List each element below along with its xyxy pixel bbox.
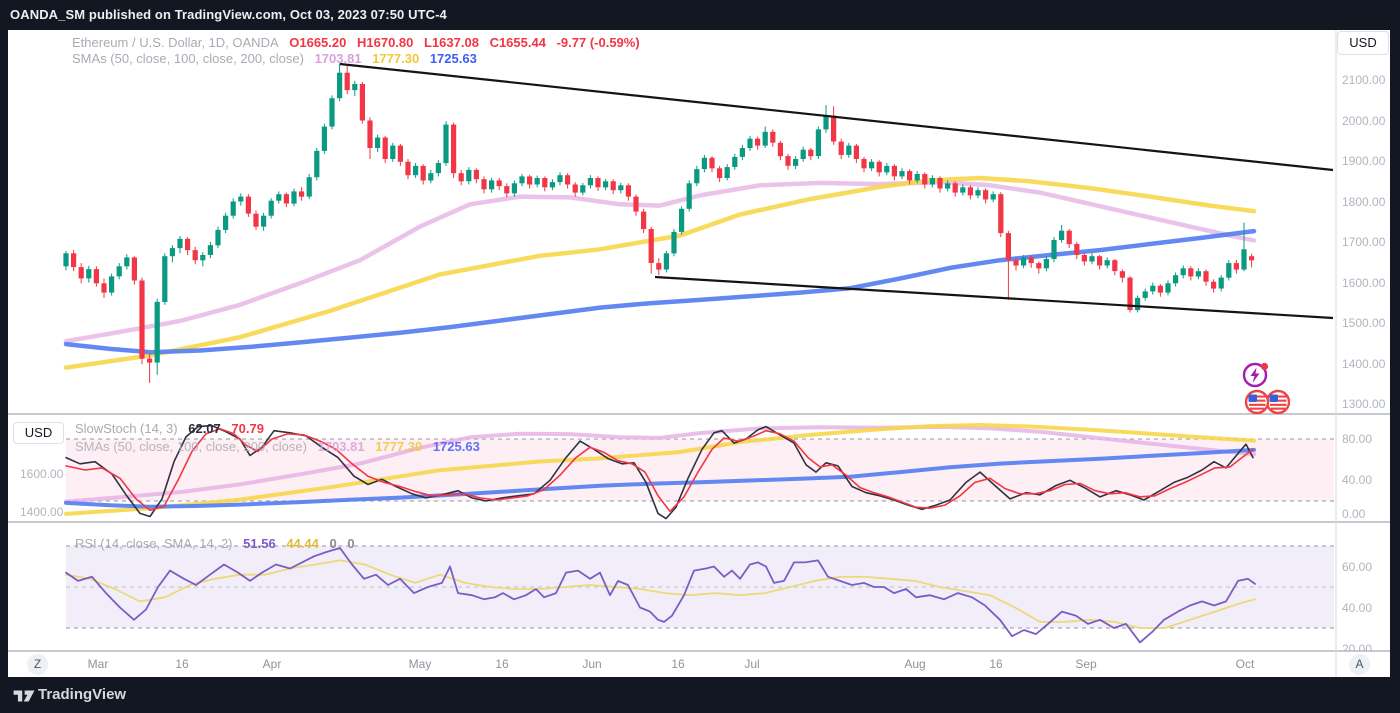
- sma100-value: 1777.30: [372, 51, 420, 66]
- ohlc-open: O1665.20: [289, 35, 347, 50]
- stoch-axis-label: 0.00: [1342, 507, 1366, 521]
- us-flag-coin-icon-right: [1265, 389, 1291, 415]
- rsi-value: 51.56: [243, 536, 276, 551]
- time-axis-label: 16: [175, 657, 189, 671]
- us-flag-coin-icon-left: [1244, 389, 1270, 415]
- stoch-left-axis-label: 1600.00: [20, 467, 64, 481]
- rsi-extra-value-2: 0: [347, 536, 355, 551]
- footer: TradingView: [0, 677, 1400, 713]
- time-axis-label: Aug: [904, 657, 926, 671]
- time-axis-label: Oct: [1235, 657, 1255, 671]
- rsi-axis[interactable]: 60.00 40.00 20.00: [1337, 524, 1395, 652]
- currency-button-main[interactable]: USD: [1337, 31, 1389, 55]
- time-axis-label: Apr: [262, 657, 282, 671]
- stoch-legend: SlowStoch (14, 3) 62.07 70.79: [75, 421, 271, 436]
- ohlc-change: -9.77 (-0.59%): [556, 35, 640, 50]
- slow-stoch-series: [65, 424, 1254, 520]
- rsi-axis-label: 60.00: [1342, 559, 1373, 574]
- stoch-left-axis-label: 1400.00: [20, 505, 64, 519]
- stoch-sma-legend-label: SMAs (50, close, 100, close, 200, close): [75, 439, 307, 454]
- auto-scale-button[interactable]: A: [1349, 654, 1370, 675]
- time-axis-label: Jun: [582, 657, 602, 671]
- price-axis-label: 1800.00: [1342, 194, 1386, 209]
- rsi-series: [65, 547, 1256, 644]
- lightning-reaction-icon: [1242, 362, 1269, 388]
- stoch-axis[interactable]: 80.00 40.00 0.00: [1337, 415, 1395, 521]
- stoch-k-value: 62.07: [188, 421, 221, 436]
- symbol-title: Ethereum / U.S. Dollar, 1D, OANDA: [72, 35, 279, 50]
- stoch-sma50-value: 1703.81: [317, 439, 365, 454]
- price-axis-label: 2100.00: [1342, 73, 1386, 87]
- stoch-sma100-value: 1777.30: [375, 439, 423, 454]
- price-axis-label: 1400.00: [1342, 356, 1386, 371]
- time-axis-label: 16: [989, 657, 1003, 671]
- ohlc-low: L1637.08: [424, 35, 479, 50]
- candlestick-series: [63, 63, 1255, 383]
- time-axis-label: Jul: [744, 657, 760, 671]
- stoch-pane-sma-overlays: [64, 423, 1256, 516]
- sma-legend-label: SMAs (50, close, 100, close, 200, close): [72, 51, 304, 66]
- time-axis-label: 16: [495, 657, 509, 671]
- timezone-button[interactable]: Z: [27, 654, 48, 675]
- price-axis[interactable]: 2100.00 2000.00 1900.00 1800.00 1700.00 1600.…: [1337, 30, 1395, 413]
- trendline: [654, 275, 1334, 320]
- publish-info: OANDA_SM published on TradingView.com, O…: [10, 7, 447, 22]
- tradingview-brand: TradingView: [38, 686, 127, 703]
- price-axis-label: 1600.00: [1342, 275, 1386, 290]
- time-axis-label: Sep: [1075, 657, 1097, 671]
- sma50-value: 1703.81: [314, 51, 362, 66]
- stoch-sma-legend: SMAs (50, close, 100, close, 200, close)…: [75, 439, 487, 454]
- ohlc-close: C1655.44: [489, 35, 546, 50]
- rsi-axis-label: 40.00: [1342, 600, 1373, 615]
- ohlc-high: H1670.80: [356, 35, 414, 50]
- price-axis-label: 1500.00: [1342, 316, 1386, 330]
- stoch-d-value: 70.79: [231, 421, 264, 436]
- time-axis-label: Mar: [87, 657, 109, 671]
- price-axis-label: 1300.00: [1342, 397, 1386, 411]
- time-axis-label: May: [408, 657, 432, 671]
- time-axis[interactable]: Mar 16 Apr May 16 Jun 16 Jul Aug 16 Sep Oct: [8, 651, 1336, 677]
- stoch-axis-label: 40.00: [1342, 473, 1373, 488]
- price-axis-label: 1700.00: [1342, 235, 1386, 249]
- symbol-legend: Ethereum / U.S. Dollar, 1D, OANDA O1665.…: [72, 35, 647, 50]
- rsi-legend-label: RSI (14, close, SMA, 14, 2): [75, 536, 233, 551]
- rsi-extra-value-1: 0: [329, 536, 337, 551]
- trendline: [339, 62, 1334, 172]
- tradingview-logo-icon: [13, 690, 35, 702]
- price-axis-label: 2000.00: [1342, 113, 1386, 128]
- rsi-legend: RSI (14, close, SMA, 14, 2) 51.56 44.44 …: [75, 536, 362, 551]
- sma-legend: SMAs (50, close, 100, close, 200, close)…: [72, 51, 484, 66]
- rsi-axis-label: 20.00: [1342, 641, 1373, 652]
- price-axis-label: 1900.00: [1342, 154, 1386, 168]
- stoch-left-axis: 1600.00 1400.00: [0, 415, 64, 521]
- stoch-axis-label: 80.00: [1342, 432, 1373, 446]
- stoch-sma200-value: 1725.63: [432, 439, 480, 454]
- sma200-value: 1725.63: [429, 51, 477, 66]
- publish-header: OANDA_SM published on TradingView.com, O…: [0, 0, 1400, 30]
- stoch-legend-label: SlowStoch (14, 3): [75, 421, 178, 436]
- rsi-ma-value: 44.44: [286, 536, 319, 551]
- chart-stickers: [1236, 356, 1300, 421]
- time-axis-label: 16: [671, 657, 685, 671]
- sma-lines: [63, 175, 1257, 370]
- currency-button-stoch[interactable]: USD: [13, 422, 64, 444]
